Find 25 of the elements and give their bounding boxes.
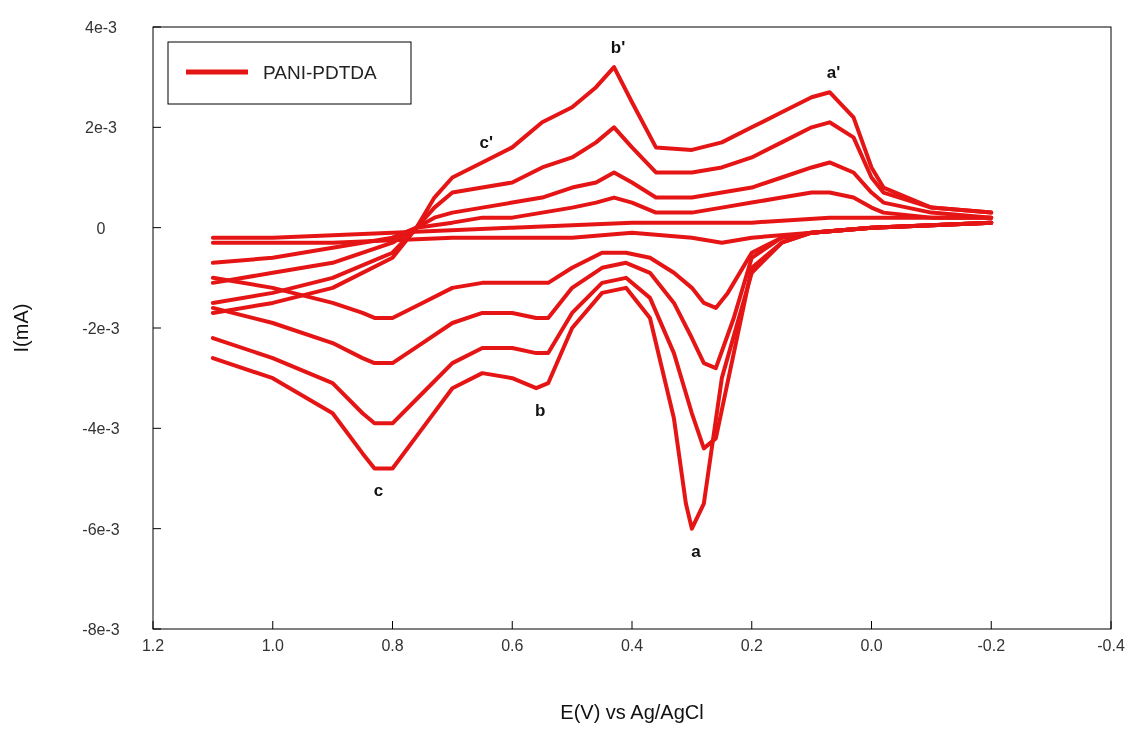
- y-axis-title: I(mA): [10, 303, 32, 353]
- annotation: b': [610, 38, 626, 58]
- x-tick-label: 0.8: [381, 637, 404, 654]
- x-tick-label: -0.2: [977, 637, 1006, 654]
- y-tick-label: -8e-3: [82, 621, 120, 638]
- annotation: c: [373, 481, 384, 501]
- y-tick-label: 0: [96, 219, 106, 237]
- y-tick-label: 4e-3: [84, 19, 118, 36]
- x-tick-label: -0.4: [1097, 637, 1125, 654]
- y-tick-label: -2e-3: [82, 320, 120, 337]
- x-tick-label: 1.0: [261, 637, 284, 654]
- annotation: a': [826, 63, 841, 83]
- y-tick-label: 2e-3: [84, 119, 118, 137]
- x-tick-label: 1.2: [141, 637, 165, 654]
- y-tick-label: -4e-3: [82, 420, 120, 438]
- annotation: a: [691, 541, 702, 561]
- x-tick-label: 0.0: [860, 637, 883, 654]
- annotation: b: [535, 401, 546, 421]
- legend-label: PANI-PDTDA: [263, 62, 377, 83]
- x-tick-label: 0.4: [620, 637, 644, 654]
- x-tick-label: 0.2: [740, 637, 763, 654]
- y-tick-label: -6e-3: [82, 520, 120, 538]
- annotation: c': [479, 133, 494, 153]
- x-axis-title: E(V) vs Ag/AgCl: [560, 701, 704, 723]
- x-tick-label: 0.6: [501, 637, 524, 654]
